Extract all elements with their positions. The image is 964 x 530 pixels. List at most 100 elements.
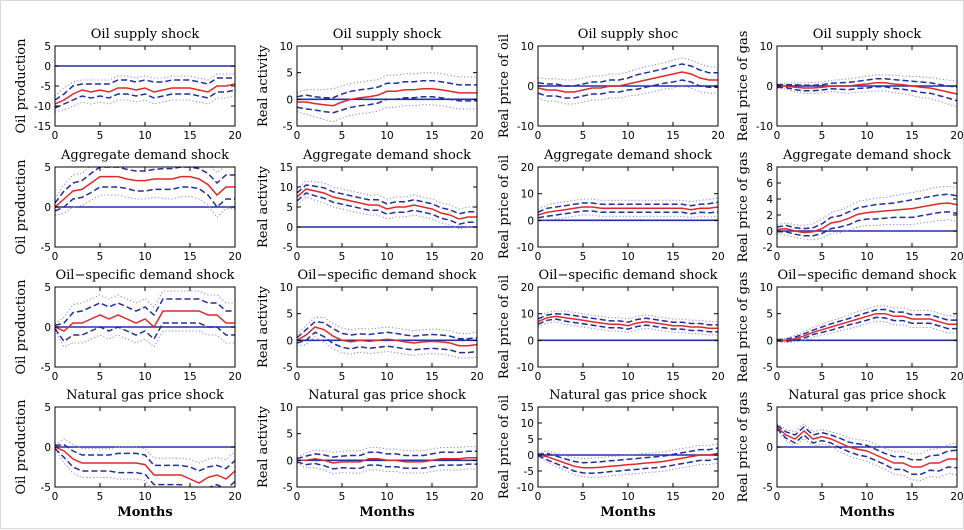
y-tick-label: -5 bbox=[41, 362, 51, 374]
x-tick-label: 0 bbox=[774, 130, 781, 142]
series-group bbox=[55, 65, 235, 113]
point-estimate-line bbox=[55, 446, 235, 484]
y-axis-label: Oil production bbox=[14, 159, 29, 255]
x-tick-label: 5 bbox=[580, 491, 587, 503]
x-tick-label: 10 bbox=[138, 491, 151, 503]
outer-band-lower-line bbox=[297, 104, 477, 123]
x-tick-label: 0 bbox=[52, 251, 59, 263]
x-tick-label: 20 bbox=[711, 130, 724, 142]
x-tick-label: 20 bbox=[470, 130, 483, 142]
y-tick-label: 5 bbox=[527, 434, 534, 446]
inner-band-lower-line bbox=[55, 448, 235, 487]
inner-band-lower-line bbox=[297, 95, 477, 114]
y-tick-label: 10 bbox=[280, 282, 293, 294]
point-estimate-line bbox=[55, 175, 235, 208]
x-tick-label: 15 bbox=[666, 491, 679, 503]
series-group bbox=[777, 305, 957, 344]
panel-1-1: Oil supply shock Oil production -15 -10 -5 0 5… bbox=[14, 27, 242, 142]
panel-4-3: Natural gas price shock Real price of oil… bbox=[497, 388, 725, 520]
outer-band-upper-line bbox=[538, 443, 718, 460]
series-group bbox=[55, 290, 235, 348]
series-group bbox=[538, 197, 718, 222]
outer-band-lower-line bbox=[777, 320, 957, 344]
series-group bbox=[297, 180, 477, 230]
x-tick-label: 0 bbox=[774, 371, 781, 383]
x-tick-label: 5 bbox=[819, 251, 826, 263]
x-tick-label: 20 bbox=[228, 130, 241, 142]
x-tick-label: 5 bbox=[97, 251, 104, 263]
y-axis-label: Real activity bbox=[256, 285, 271, 368]
y-tick-label: 10 bbox=[521, 309, 534, 321]
outer-band-upper-line bbox=[297, 316, 477, 336]
inner-band-lower-line bbox=[297, 331, 477, 354]
series-group bbox=[777, 185, 957, 241]
y-tick-label: 6 bbox=[766, 178, 773, 190]
y-axis-label: Real price of oil bbox=[497, 395, 512, 499]
outer-band-upper-line bbox=[777, 185, 957, 226]
x-tick-label: 10 bbox=[138, 130, 151, 142]
y-tick-label: 0 bbox=[527, 215, 534, 227]
point-estimate-line bbox=[55, 310, 235, 332]
y-tick-label: 10 bbox=[760, 41, 773, 53]
point-estimate-line bbox=[538, 71, 718, 93]
y-axis-label: Real price of gas bbox=[736, 152, 751, 263]
x-tick-label: 20 bbox=[228, 371, 241, 383]
y-axis-label: Real price of oil bbox=[497, 155, 512, 259]
y-tick-label: -5 bbox=[283, 482, 293, 494]
y-axis-label: Real activity bbox=[256, 405, 271, 488]
point-estimate-line bbox=[297, 456, 477, 464]
panel-title: Natural gas price shock bbox=[788, 388, 946, 403]
x-tick-label: 20 bbox=[711, 251, 724, 263]
y-tick-label: 10 bbox=[280, 41, 293, 53]
x-tick-label: 10 bbox=[621, 491, 634, 503]
x-tick-label: 20 bbox=[228, 251, 241, 263]
x-tick-label: 10 bbox=[380, 491, 393, 503]
x-tick-label: 10 bbox=[860, 371, 873, 383]
inner-band-upper-line bbox=[777, 308, 957, 341]
y-axis-label: Oil production bbox=[14, 38, 29, 134]
series-group bbox=[777, 423, 957, 482]
x-tick-label: 0 bbox=[294, 371, 301, 383]
point-estimate-line bbox=[777, 312, 957, 342]
x-tick-label: 15 bbox=[425, 251, 438, 263]
y-tick-label: 15 bbox=[521, 402, 534, 414]
y-tick-label: 0 bbox=[766, 442, 773, 454]
y-tick-label: 0 bbox=[527, 335, 534, 347]
outer-band-upper-line bbox=[55, 73, 235, 97]
panel-title: Oil supply shock bbox=[91, 27, 200, 42]
y-tick-label: 5 bbox=[766, 402, 773, 414]
x-tick-label: 0 bbox=[52, 130, 59, 142]
outer-band-upper-line bbox=[777, 305, 957, 340]
point-estimate-line bbox=[538, 315, 718, 330]
y-tick-label: 0 bbox=[286, 222, 293, 234]
x-tick-label: 5 bbox=[580, 251, 587, 263]
outer-band-upper-line bbox=[538, 197, 718, 211]
inner-band-lower-line bbox=[538, 318, 718, 333]
inner-band-lower-line bbox=[538, 454, 718, 474]
y-tick-label: 10 bbox=[280, 402, 293, 414]
series-group bbox=[297, 316, 477, 359]
y-tick-label: -5 bbox=[283, 362, 293, 374]
outer-band-lower-line bbox=[297, 196, 477, 230]
axes-frame bbox=[296, 166, 478, 248]
x-tick-label: 15 bbox=[666, 371, 679, 383]
inner-band-upper-line bbox=[55, 298, 235, 327]
x-tick-label: 0 bbox=[535, 371, 542, 383]
y-tick-label: -15 bbox=[34, 121, 51, 133]
panel-title: Oil supply shoc bbox=[578, 27, 679, 42]
x-tick-label: 15 bbox=[905, 491, 918, 503]
panel-title: Oil−specific demand shock bbox=[55, 268, 234, 283]
x-tick-label: 15 bbox=[183, 491, 196, 503]
inner-band-upper-line bbox=[777, 193, 957, 230]
outer-band-upper-line bbox=[297, 72, 477, 93]
x-tick-label: 0 bbox=[535, 130, 542, 142]
inner-band-upper-line bbox=[297, 450, 477, 460]
outer-band-lower-line bbox=[55, 194, 235, 219]
y-tick-label: -10 bbox=[34, 101, 51, 113]
x-tick-label: 15 bbox=[425, 371, 438, 383]
y-tick-label: -5 bbox=[524, 466, 534, 478]
